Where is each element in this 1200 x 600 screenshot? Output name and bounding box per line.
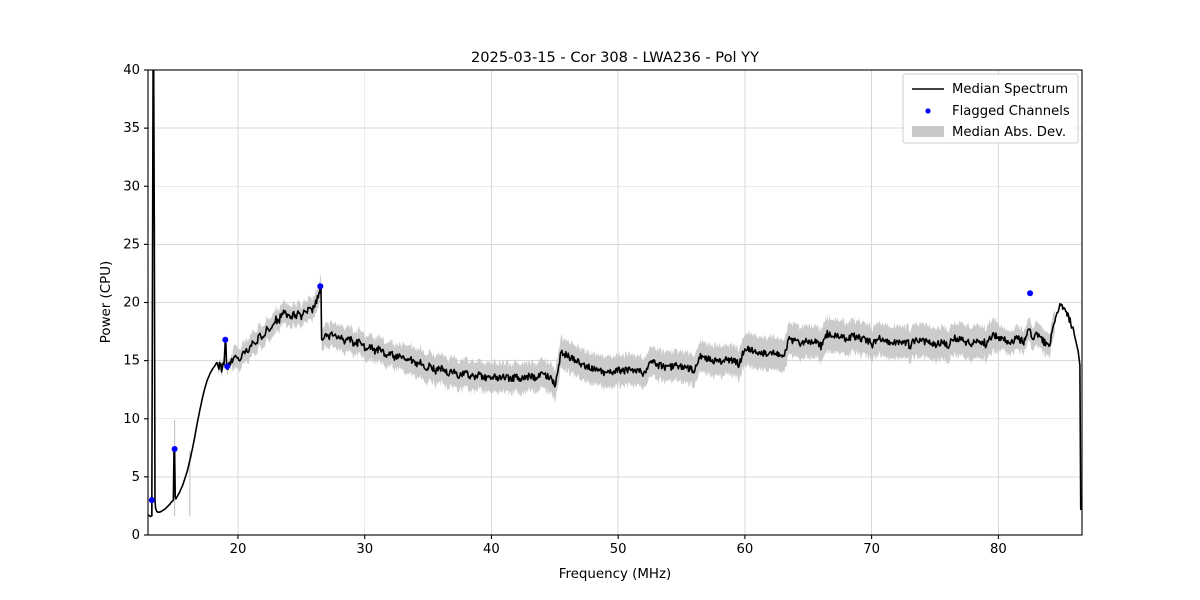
legend: Median Spectrum Flagged Channels Median … xyxy=(902,73,1079,144)
y-tick-label: 25 xyxy=(123,237,140,252)
flagged-channel-point xyxy=(148,497,155,504)
median-spectrum-line xyxy=(148,70,1082,518)
x-axis-label: Frequency (MHz) xyxy=(559,567,672,582)
x-axis-ticks: 20 30 40 50 60 70 80 xyxy=(230,535,1007,557)
flagged-channel-markers xyxy=(148,283,1034,504)
y-tick-label: 0 xyxy=(132,528,140,543)
legend-label-median-spectrum: Median Spectrum xyxy=(952,82,1068,97)
x-tick-label: 30 xyxy=(356,542,373,557)
y-axis-label: Power (CPU) xyxy=(99,261,114,343)
page-title: 2025-03-15 - Cor 308 - LWA236 - Pol YY xyxy=(471,49,759,66)
flagged-channel-point xyxy=(171,445,178,452)
x-tick-label: 60 xyxy=(737,542,754,557)
y-tick-label: 10 xyxy=(123,412,140,427)
y-tick-label: 40 xyxy=(123,63,140,78)
y-tick-label: 15 xyxy=(123,354,140,369)
x-tick-label: 50 xyxy=(610,542,627,557)
legend-label-median-abs-dev: Median Abs. Dev. xyxy=(952,125,1066,140)
y-tick-label: 20 xyxy=(123,296,140,311)
y-tick-label: 30 xyxy=(123,179,140,194)
flagged-channel-point xyxy=(1027,290,1034,297)
y-tick-label: 35 xyxy=(123,121,140,136)
legend-label-flagged-channels: Flagged Channels xyxy=(952,104,1070,119)
flagged-channel-point xyxy=(224,363,231,370)
legend-box xyxy=(902,73,1079,144)
y-axis-ticks: 0 5 10 15 20 25 30 35 40 xyxy=(123,63,148,543)
legend-patch-icon xyxy=(912,126,944,137)
x-tick-label: 80 xyxy=(990,542,1007,557)
flagged-channel-point xyxy=(317,283,324,290)
x-tick-label: 70 xyxy=(863,542,880,557)
x-tick-label: 20 xyxy=(230,542,247,557)
flagged-channel-point xyxy=(222,336,229,343)
y-tick-label: 5 xyxy=(132,470,140,485)
x-tick-label: 40 xyxy=(483,542,500,557)
legend-dot-icon xyxy=(925,108,931,114)
